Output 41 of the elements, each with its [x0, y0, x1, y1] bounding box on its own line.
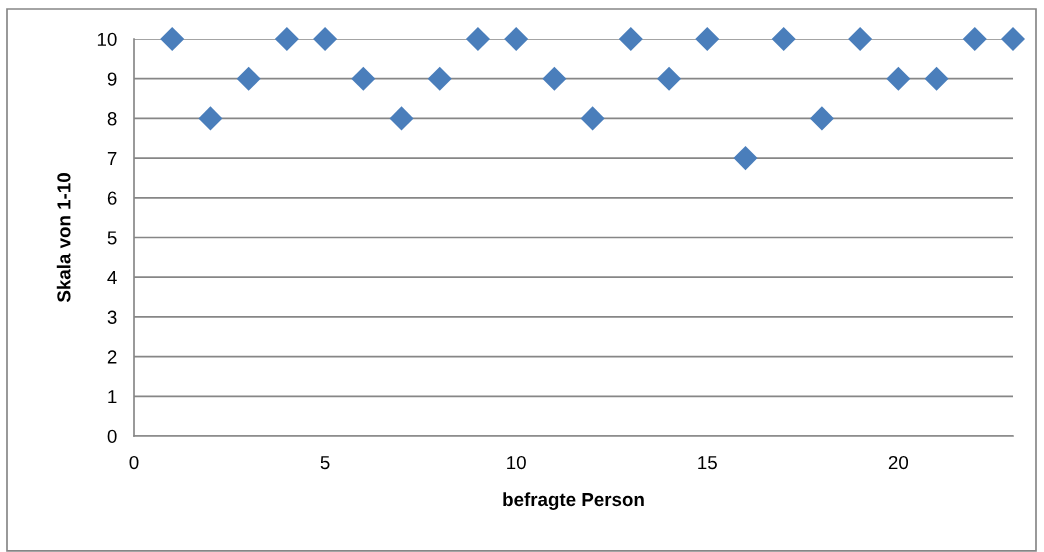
x-axis-title: befragte Person — [503, 492, 644, 510]
point — [962, 26, 987, 52]
point — [313, 26, 338, 52]
point — [809, 106, 834, 131]
point — [427, 66, 452, 91]
point — [886, 66, 911, 91]
y-tick-label: 9 — [107, 72, 117, 86]
point — [160, 26, 185, 52]
point — [389, 106, 414, 131]
y-tick-label: 0 — [107, 429, 117, 443]
x-tick-label: 5 — [320, 456, 330, 470]
y-tick-label: 10 — [97, 32, 117, 46]
point — [657, 66, 682, 91]
point — [580, 106, 605, 131]
point — [274, 26, 299, 52]
y-tick-label: 6 — [107, 191, 117, 205]
y-tick-label: 7 — [107, 151, 117, 165]
point — [618, 26, 643, 52]
point — [504, 26, 529, 52]
point — [733, 146, 758, 171]
y-axis-title: Skala von 1-10 — [56, 173, 71, 303]
point — [198, 106, 223, 131]
point — [924, 66, 949, 91]
point — [1000, 26, 1026, 52]
x-tick-label: 20 — [888, 455, 909, 470]
x-tick-label: 15 — [698, 456, 717, 470]
point — [351, 66, 376, 91]
point — [771, 26, 796, 52]
y-tick-label: 2 — [107, 350, 117, 364]
point — [695, 26, 720, 52]
y-tick-label: 1 — [108, 390, 117, 404]
point — [542, 66, 567, 91]
x-tick-label: 10 — [507, 455, 526, 470]
point — [848, 26, 873, 52]
y-tick-label: 8 — [107, 112, 117, 126]
y-tick-label: 5 — [107, 231, 117, 245]
y-tick-label: 4 — [107, 271, 117, 284]
y-tick-label: 3 — [107, 310, 117, 324]
point — [465, 26, 490, 52]
x-tick-label: 0 — [129, 455, 139, 470]
point — [236, 66, 261, 91]
